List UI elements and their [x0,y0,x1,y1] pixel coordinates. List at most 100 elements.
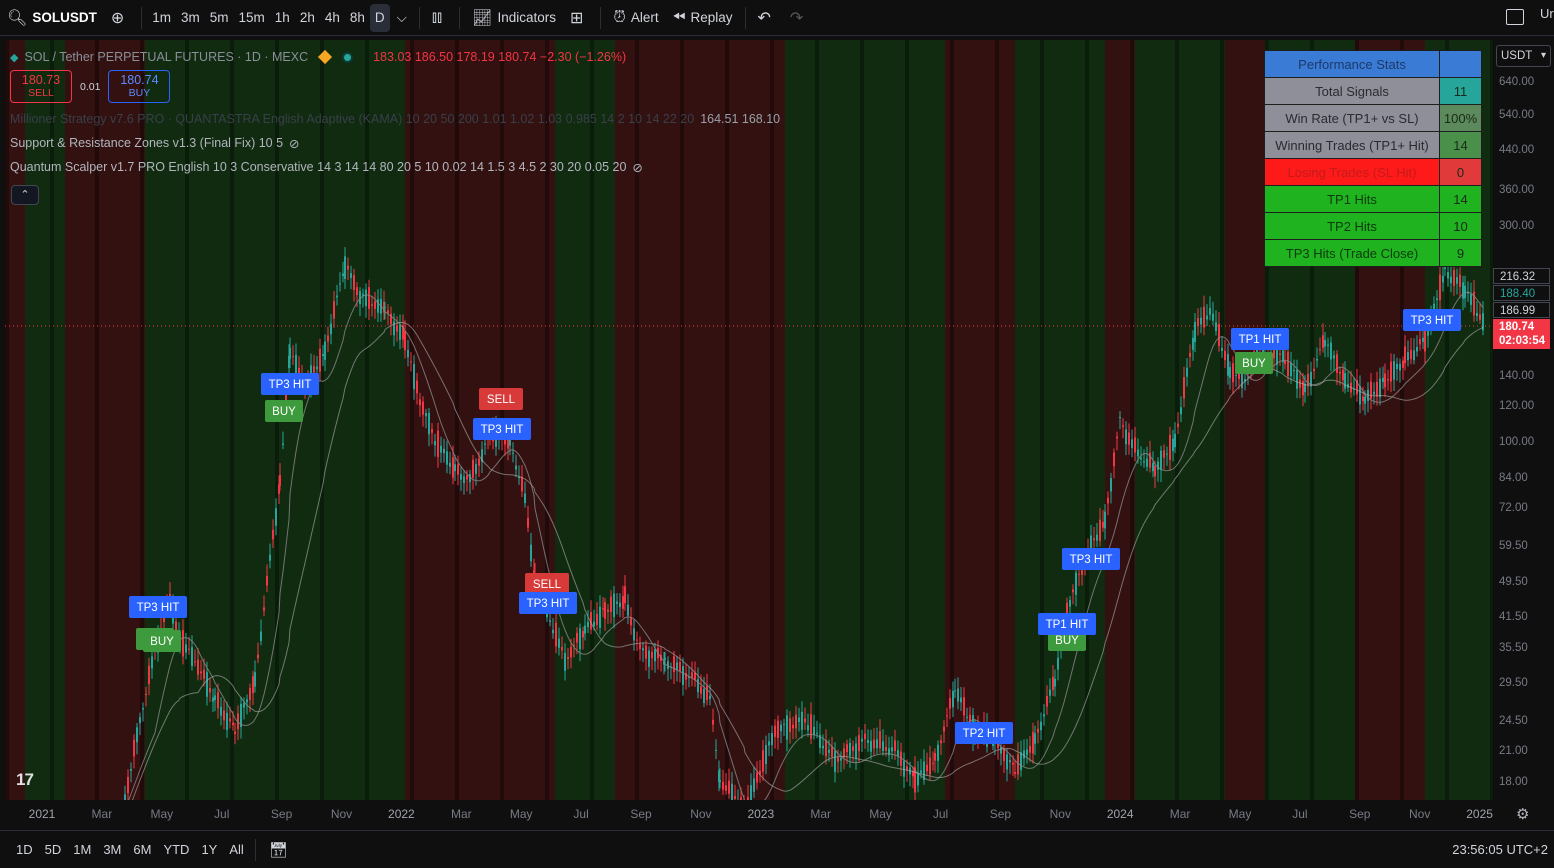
candle-body [663,661,665,665]
candle-body [576,632,578,643]
candle-body [1122,425,1124,427]
time-axis[interactable]: 2021 Mar May Jul Sep Nov 2022 Mar May Jul Sep Nov 20… [5,800,1493,828]
interval-active[interactable]: D [369,3,390,32]
range-1m[interactable]: 1M [73,842,92,857]
alert-button[interactable]: ⏰︎ Alert [606,0,665,36]
interval-1h[interactable]: 1h [274,10,290,25]
range-5d[interactable]: 5D [44,842,62,857]
candle-body [813,726,815,736]
candle-body [148,665,150,685]
candle-body [1382,377,1384,382]
range-3m[interactable]: 3M [103,842,122,857]
grid-icon: ⊞ [570,9,584,27]
alarm-clock-icon: ⏰︎ [613,8,626,26]
interval-8h[interactable]: 8h [349,10,365,25]
eye-hidden-icon[interactable]: ⊘ [289,136,300,151]
candle-body [923,761,925,781]
candle-body [633,628,635,641]
chevron-down-icon: ▾ [1540,50,1546,61]
candle-body [229,718,231,722]
interval-3m[interactable]: 3m [181,10,200,25]
interval-dropdown[interactable]: ⌵ [390,0,414,36]
calendar-icon[interactable]: 📅︎ [268,841,288,859]
candle-body [443,448,445,454]
indicator-row-support-resistance[interactable]: Support & Resistance Zones v1.3 (Final F… [10,131,780,155]
time-tick: Nov [690,807,712,821]
stats-label: Win Rate (TP1+ vs SL) [1264,104,1440,132]
stats-row: TP1 Hits 14 [1264,185,1482,213]
candle-body [504,437,506,445]
candle-body [1344,373,1346,389]
candle-body [269,554,271,561]
eye-hidden-icon[interactable]: ⊘ [632,160,643,175]
settings-gear-icon[interactable]: ⚙ [1516,806,1530,823]
stats-value: 14 [1439,131,1482,159]
candle-body [1402,360,1404,368]
interval-1m[interactable]: 1m [152,10,171,25]
candle-body [558,638,560,648]
candle-body [232,722,234,725]
collapse-legend-button[interactable]: ⌃ [11,185,39,205]
stats-header-spacer [1439,50,1482,78]
symbol-search[interactable]: 🔍︎ SOLUSDT [0,0,104,36]
candle-body [278,484,280,494]
interval-4h[interactable]: 4h [324,10,340,25]
interval-5m[interactable]: 5m [209,10,229,25]
candle-body [722,781,724,790]
candle-body [584,625,586,634]
price-axis[interactable]: 640.00 540.00 440.00 360.00 300.00 140.00 120.… [1493,40,1554,800]
compare-button[interactable]: ⊕ [104,0,136,36]
indicator-row-quantum-scalper[interactable]: Quantum Scalper v1.7 PRO English 10 3 Co… [10,155,780,179]
interval-15m[interactable]: 15m [238,10,265,25]
currency-select[interactable]: USDT ▾ [1496,45,1551,67]
candle-body [527,517,529,528]
candle-body [567,656,569,660]
interval-2h[interactable]: 2h [299,10,315,25]
range-1y[interactable]: 1Y [201,842,218,857]
undo-button[interactable]: ↶ [751,0,783,36]
range-1d[interactable]: 1D [16,842,33,857]
candle-body [449,462,451,467]
replay-button[interactable]: ⏪︎ Replay [666,0,740,36]
candle-body [518,476,520,479]
layouts-button[interactable]: ⊞ [563,0,595,36]
candle-body [1043,714,1045,717]
bottom-bar: 1D 5D 1M 3M 6M YTD 1Y All 📅︎ 23:56:05 UTC+2 [0,830,1554,868]
stats-value: 11 [1439,77,1482,105]
candle-body [1384,373,1386,388]
signal-tp-label: TP3 HIT [269,379,312,391]
candle-body [867,739,869,744]
candle-body [1324,340,1326,347]
candle-body [1247,376,1249,378]
price-chart[interactable]: TP3 HIT BUY SELL TP3 HIT SELL TP3 HIT TP3 HIT B… [5,40,1493,800]
candle-body [1194,321,1196,342]
zone-stripe [545,40,549,800]
indicators-button[interactable]: 📈︎ Indicators [465,0,563,36]
clock[interactable]: 23:56:05 UTC+2 [1452,842,1548,857]
candle-body [1276,348,1278,365]
redo-button[interactable]: ↷ [783,0,815,36]
price-tick: 540.00 [1499,109,1535,121]
candle-body [298,367,300,377]
indicator-row-millioner[interactable]: Millioner Strategy v7.6 PRO · QUANTASTRA… [10,107,780,131]
price-label: 188.40 [1493,285,1550,301]
range-all[interactable]: All [229,842,244,857]
range-ytd[interactable]: YTD [163,842,190,857]
candle-body [667,661,669,669]
sell-button[interactable]: 180.73 SELL [10,70,72,103]
indicators-label: Indicators [497,10,556,25]
chart-type-button[interactable]: ⫾⫾ [425,0,454,36]
range-6m[interactable]: 6M [133,842,152,857]
candle-body [1419,339,1421,345]
candle-body [855,743,857,759]
candle-body [1393,361,1395,380]
buy-button[interactable]: 180.74 BUY [108,70,171,103]
flag-icon[interactable] [318,49,333,65]
candle-body [1453,270,1455,286]
last-price-label: 180.74 [1493,319,1550,335]
candle-body [197,659,199,675]
candle-body [151,656,153,669]
candle-body [1049,689,1051,696]
fullscreen-icon[interactable] [1506,9,1524,25]
candle-body [419,399,421,406]
